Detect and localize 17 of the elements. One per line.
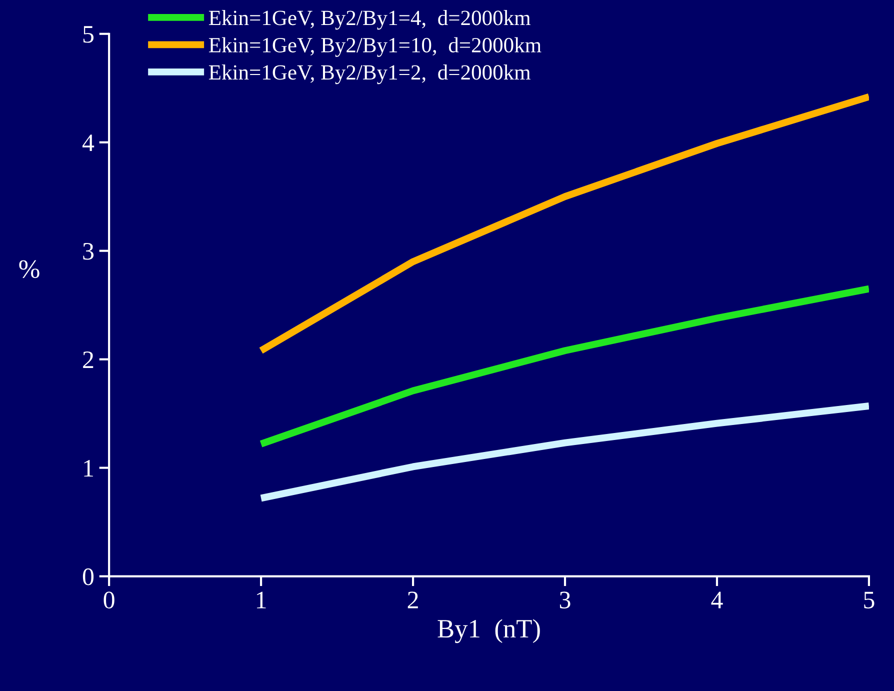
y-tick-label: 4 xyxy=(82,134,94,152)
legend-label: Ekin=1GeV, By2/By1=2, d=2000km xyxy=(208,64,530,84)
legend-label: Ekin=1GeV, By2/By1=4, d=2000km xyxy=(208,10,530,30)
x-axis-title: By1 (nT) xyxy=(438,619,540,644)
y-tick-label: 2 xyxy=(83,351,94,368)
y-tick-label: 0 xyxy=(82,568,94,586)
y-axis-title: % xyxy=(19,260,40,278)
y-tick-label: 5 xyxy=(83,26,94,43)
y-tick-label: 1 xyxy=(84,460,93,476)
x-tick-label: 5 xyxy=(864,592,874,608)
x-tick-label: 3 xyxy=(560,592,570,608)
x-tick-label: 4 xyxy=(711,592,723,608)
x-tick-label: 0 xyxy=(104,592,114,608)
x-tick-label: 1 xyxy=(256,592,266,608)
x-tick-label: 2 xyxy=(408,592,418,608)
legend-label: Ekin=1GeV, By2/By1=10, d=2000km xyxy=(208,37,542,57)
y-tick-label: 3 xyxy=(83,242,94,260)
